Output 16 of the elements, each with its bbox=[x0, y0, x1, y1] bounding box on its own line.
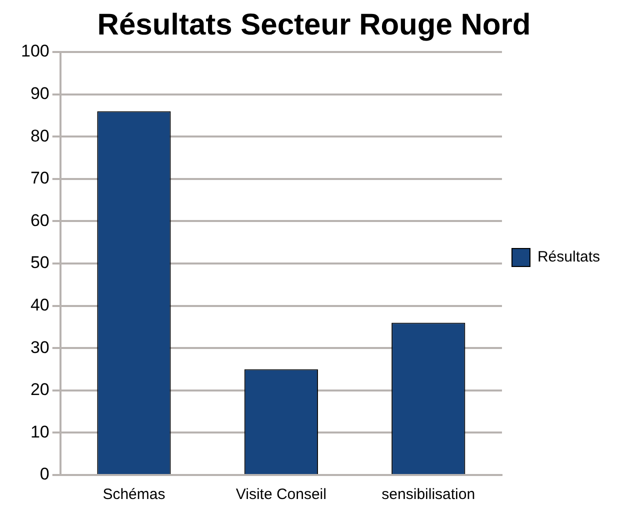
y-tick-label: 100 bbox=[20, 42, 50, 61]
y-tick-label: 20 bbox=[30, 380, 50, 400]
y-tick-label: 40 bbox=[30, 295, 50, 314]
y-tick-label: 30 bbox=[30, 338, 50, 357]
x-tick-label: Visite Conseil bbox=[236, 486, 326, 504]
y-tick-label: 50 bbox=[30, 253, 50, 272]
legend-label: Résultats bbox=[537, 248, 600, 266]
y-tick-label: 0 bbox=[40, 464, 50, 484]
y-tick-label: 10 bbox=[30, 422, 50, 442]
x-tick-label: Schémas bbox=[102, 486, 166, 504]
y-tick-label: 60 bbox=[30, 210, 50, 230]
y-tick-label: 70 bbox=[30, 168, 50, 188]
y-tick-label: 80 bbox=[30, 126, 50, 146]
chart-title: Résultats Secteur Rouge Nord bbox=[97, 8, 531, 42]
y-tick-label: 90 bbox=[30, 84, 50, 103]
x-tick-label: sensibilisation bbox=[382, 486, 476, 504]
